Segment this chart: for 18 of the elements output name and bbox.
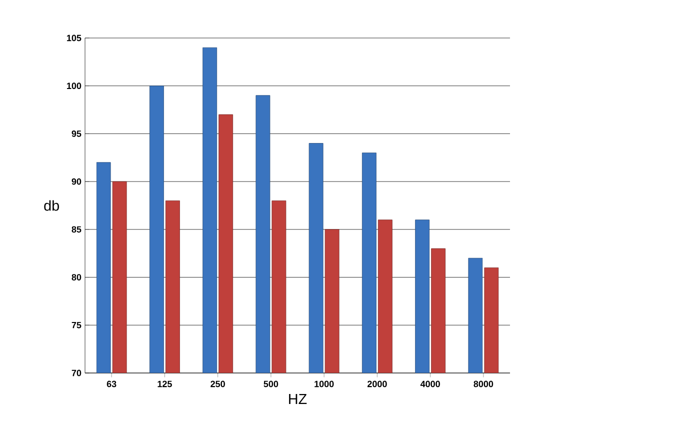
x-tick-label: 500 <box>264 380 278 388</box>
x-tick-label: 4000 <box>420 380 440 388</box>
x-tick-label: 2000 <box>367 380 387 388</box>
y-axis-title: db <box>44 200 59 211</box>
x-tick-label: 250 <box>210 380 225 388</box>
y-tick-label: 80 <box>72 274 82 280</box>
x-tick-label: 125 <box>158 380 172 388</box>
y-tick-label: 70 <box>72 370 82 376</box>
y-tick-label: 105 <box>67 34 82 42</box>
y-tick-label: 90 <box>72 178 82 185</box>
x-tick-label: 63 <box>106 380 116 388</box>
x-axis-title: HZ <box>289 394 307 404</box>
x-tick-label: 8000 <box>474 380 494 388</box>
y-tick-label: 95 <box>72 130 82 137</box>
y-tick-label: 100 <box>67 82 82 90</box>
x-tick-label: 1000 <box>314 380 334 388</box>
y-tick-label: 75 <box>72 322 82 328</box>
y-tick-label: 85 <box>72 226 82 233</box>
